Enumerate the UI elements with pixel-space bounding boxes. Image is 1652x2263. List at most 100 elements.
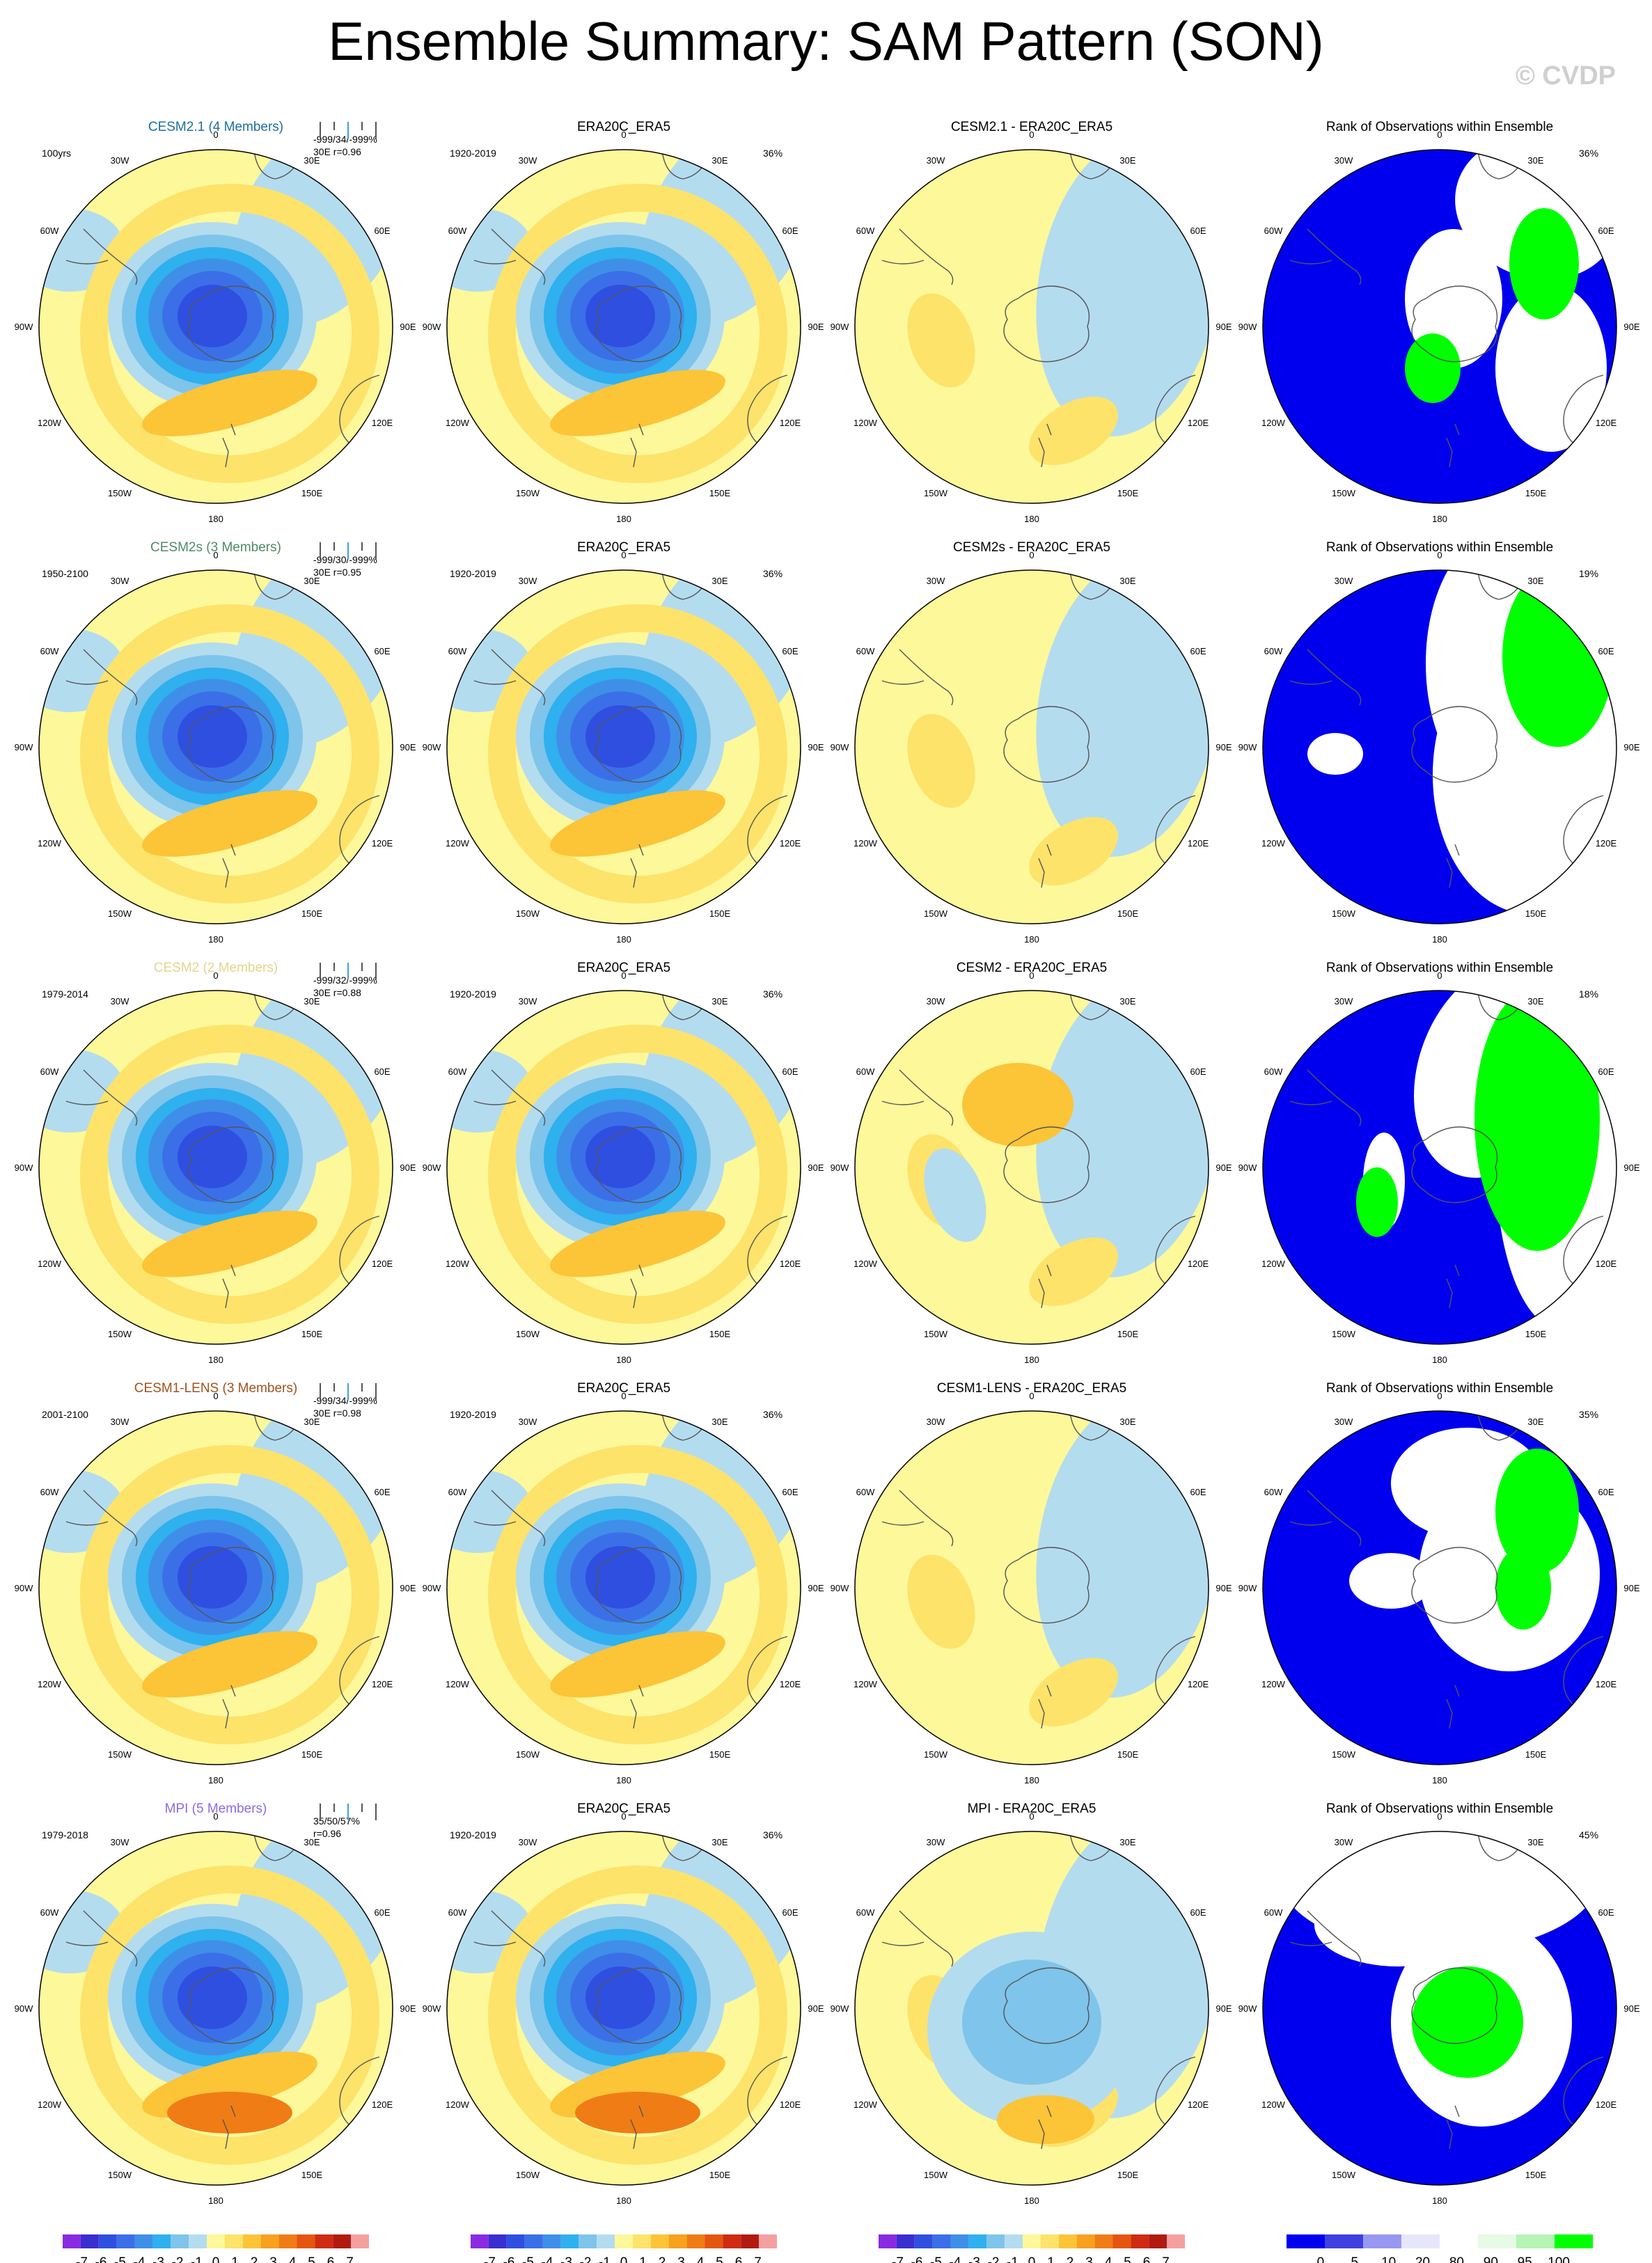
- stats-label: -999/30/-999%: [313, 554, 377, 565]
- australia-outline: [339, 1215, 380, 1293]
- rank-mid-region-2: [1307, 733, 1363, 775]
- colorbar-swatch: [560, 2234, 579, 2248]
- lon-label-120w: 120W: [38, 2099, 62, 2110]
- lon-label-120w: 120W: [38, 418, 62, 428]
- antarctica-outline: [1003, 1967, 1090, 2044]
- lon-label-150e: 150E: [709, 488, 731, 498]
- lon-label-0: 0: [621, 550, 626, 560]
- map-model: [39, 991, 393, 1344]
- lon-label-120w: 120W: [1261, 1679, 1286, 1689]
- south-america-outline: [65, 1490, 138, 1547]
- colorbar-tick-label: -6: [911, 2255, 923, 2263]
- lon-label-120w: 120W: [853, 418, 878, 428]
- map-diff: [855, 991, 1209, 1344]
- colorbar-swatch: [63, 2234, 81, 2248]
- lon-label-30w: 30W: [927, 1417, 945, 1427]
- diff-positive-region-b: [1029, 1237, 1118, 1307]
- period-label: 100yrs: [42, 148, 71, 159]
- lon-label-120w: 120W: [1261, 1259, 1286, 1269]
- polar-low-level-5: [178, 1546, 247, 1609]
- lon-label-60w: 60W: [1264, 1907, 1283, 1918]
- lon-label-90e: 90E: [1216, 2003, 1232, 2014]
- lon-label-180: 180: [1024, 1355, 1039, 1365]
- polar-low-level-5: [585, 285, 655, 347]
- lon-label-150w: 150W: [516, 1749, 540, 1760]
- variance-explained-label: 36%: [763, 1409, 782, 1420]
- antarctica-outline: [1411, 285, 1498, 363]
- colorbar-tick-label: 7: [346, 2255, 354, 2263]
- lon-label-60w: 60W: [40, 1066, 59, 1077]
- polar-low-level-5: [585, 1966, 655, 2029]
- pacific-high-core: [142, 1211, 317, 1277]
- rank-high-region-1: [1495, 1546, 1551, 1630]
- colorbar-swatch: [615, 2234, 633, 2248]
- colorbar-tick-label: -1: [191, 2255, 203, 2263]
- colorbar-swatch: [80, 2234, 99, 2248]
- lon-label-90e: 90E: [400, 322, 416, 332]
- south-america-outline: [473, 228, 546, 285]
- lon-label-60w: 60W: [448, 226, 467, 236]
- period-label: 1920-2019: [450, 148, 496, 159]
- colorbar-tick-label: -2: [172, 2255, 184, 2263]
- lon-label-30e: 30E: [711, 155, 727, 166]
- lon-label-180: 180: [616, 1775, 631, 1785]
- colorbar-tick-label: 3: [269, 2255, 277, 2263]
- colorbar-swatch: [333, 2234, 352, 2248]
- map-boundary: [1262, 1410, 1617, 1765]
- colorbar-3: -7-6-5-4-3-2-101234567hPa: [879, 2234, 1185, 2263]
- lon-label-90w: 90W: [15, 1583, 33, 1593]
- antarctica-outline: [187, 706, 274, 783]
- panel-model: MPI (5 Members)1979-201835/50/57%r=0.960…: [15, 1801, 416, 2206]
- australia-outline: [1155, 1636, 1196, 1714]
- diff-positive-core: [962, 1063, 1073, 1146]
- new-zealand-outline: [1446, 2105, 1460, 2150]
- lon-label-120w: 120W: [446, 838, 470, 849]
- rank-high-region-0: [1509, 208, 1579, 320]
- lon-label-150w: 150W: [108, 488, 132, 498]
- lon-label-30e: 30E: [711, 1417, 727, 1427]
- colorbar-tick-label: -7: [892, 2255, 904, 2263]
- panel-title: CESM1-LENS (3 Members): [134, 1381, 297, 1396]
- lon-label-120e: 120E: [372, 2099, 393, 2110]
- map-boundary: [38, 569, 393, 924]
- lon-label-30w: 30W: [1335, 155, 1353, 166]
- colorbar-tick-label: -6: [95, 2255, 107, 2263]
- variance-explained-label: 36%: [763, 1829, 782, 1840]
- colorbar-tick-label: 90: [1484, 2255, 1498, 2263]
- new-zealand-outline: [1446, 1685, 1460, 1729]
- lon-label-60w: 60W: [856, 646, 875, 656]
- colorbar-tick-label: 20: [1415, 2255, 1430, 2263]
- lon-label-120e: 120E: [1596, 838, 1617, 849]
- antarctica-outline: [1003, 706, 1090, 783]
- lon-label-90w: 90W: [15, 1162, 33, 1173]
- colorbar-swatch: [759, 2234, 777, 2248]
- lon-label-120w: 120W: [38, 838, 62, 849]
- lon-label-30w: 30W: [519, 1417, 537, 1427]
- variance-explained-label: 36%: [763, 988, 782, 1000]
- colorbar-swatch: [488, 2234, 507, 2248]
- lon-label-120e: 120E: [1188, 2099, 1209, 2110]
- map-boundary: [446, 1831, 801, 2186]
- lon-label-120e: 120E: [372, 1259, 393, 1269]
- new-zealand-outline: [1446, 1264, 1460, 1309]
- south-america-outline: [473, 1069, 546, 1126]
- lon-label-150e: 150E: [1525, 2170, 1547, 2180]
- lon-label-150e: 150E: [301, 2170, 323, 2180]
- lon-label-0: 0: [621, 970, 626, 981]
- lon-label-60w: 60W: [1264, 1066, 1283, 1077]
- colorbar-tick-label: 5: [1351, 2255, 1358, 2263]
- period-label: 1920-2019: [450, 1829, 496, 1840]
- lon-label-150e: 150E: [709, 1749, 731, 1760]
- map-model: [39, 570, 393, 924]
- map-boundary: [1262, 149, 1617, 504]
- period-label: 1979-2018: [42, 1829, 88, 1840]
- diff-negative-core: [962, 1960, 1101, 2085]
- main-title: Ensemble Summary: SAM Pattern (SON): [328, 10, 1324, 72]
- lon-label-30w: 30W: [519, 996, 537, 1007]
- stats-label: -999/34/-999%: [313, 1395, 377, 1406]
- rank-high-region-0: [1495, 1449, 1579, 1574]
- lon-label-180: 180: [1432, 2195, 1447, 2206]
- australia-outline: [747, 795, 788, 873]
